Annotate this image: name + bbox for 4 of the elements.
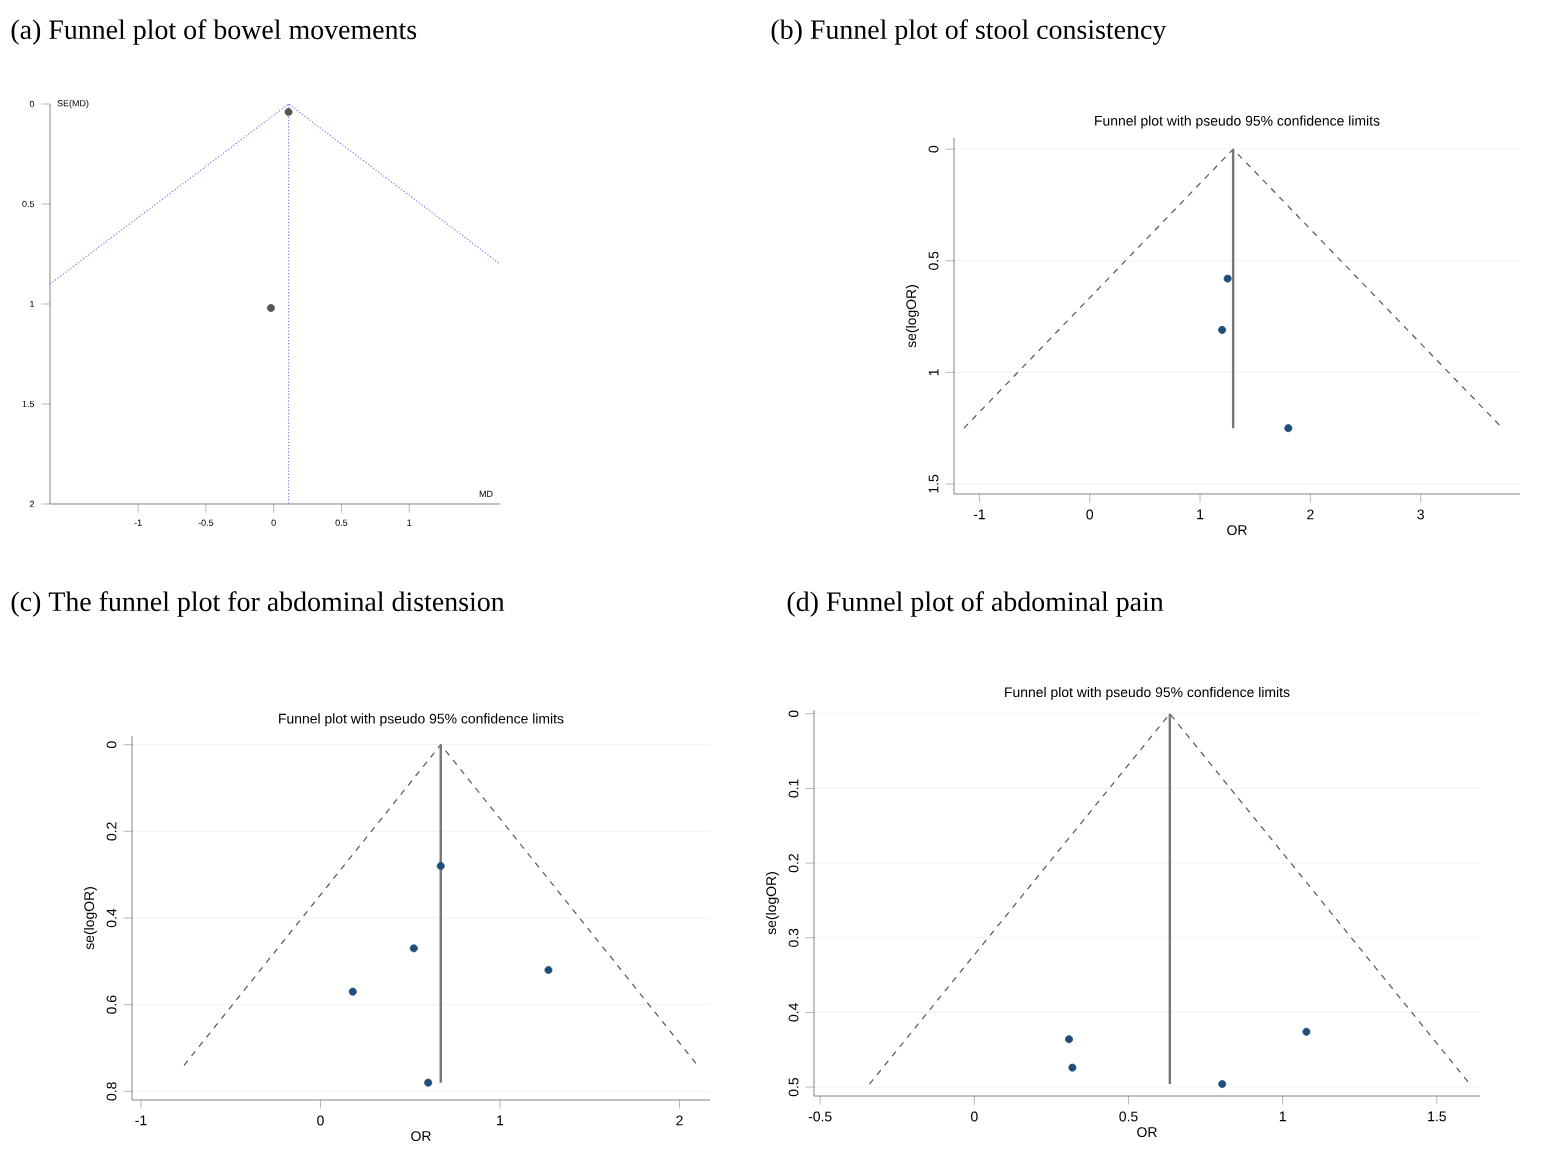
chart-title: (b) Funnel plot of stool consistency bbox=[771, 19, 1167, 45]
chart-title: (c) The funnel plot for abdominal distension bbox=[11, 591, 505, 617]
chart-title: (d) Funnel plot of abdominal pain bbox=[787, 591, 1164, 617]
chart-title: (a) Funnel plot of bowel movements bbox=[11, 19, 417, 45]
